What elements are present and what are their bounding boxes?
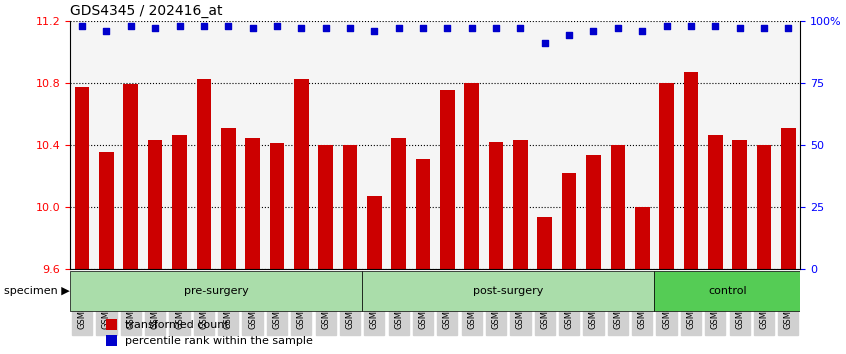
FancyBboxPatch shape [654,271,800,312]
Bar [245,138,260,269]
Point [222,23,235,28]
Point [343,25,357,31]
Bar [464,82,479,269]
Point [319,25,332,31]
Bar [514,140,528,269]
Bar [107,319,118,330]
Point [611,25,624,31]
Point [782,25,795,31]
Point [416,25,430,31]
Point [489,25,503,31]
Text: control: control [708,286,747,296]
Point [684,23,698,28]
Point [514,25,527,31]
Bar [708,135,722,269]
Text: post-surgery: post-surgery [473,286,543,296]
Bar [74,87,90,269]
Point [660,23,673,28]
Bar [318,145,333,269]
Bar [294,80,309,269]
Bar [221,127,235,269]
Text: transformed count: transformed count [124,320,228,330]
Point [197,23,211,28]
Point [148,25,162,31]
Point [635,28,649,33]
Point [465,25,479,31]
Point [587,28,601,33]
Text: GDS4345 / 202416_at: GDS4345 / 202416_at [70,4,222,18]
Text: pre-surgery: pre-surgery [184,286,249,296]
Bar [634,207,650,269]
Bar [440,90,454,269]
Bar [659,82,674,269]
FancyBboxPatch shape [362,271,654,312]
Bar [781,127,795,269]
Point [246,25,260,31]
Bar [537,217,552,269]
Bar [756,145,772,269]
Point [733,25,746,31]
Bar [684,72,698,269]
Bar [107,335,118,346]
Point [270,23,283,28]
Bar [415,159,431,269]
Point [708,23,722,28]
Bar [586,155,601,269]
Point [563,33,576,38]
Bar [270,143,284,269]
Text: percentile rank within the sample: percentile rank within the sample [124,336,312,346]
Point [75,23,89,28]
Point [757,25,771,31]
Bar [611,145,625,269]
Point [441,25,454,31]
Text: specimen ▶: specimen ▶ [4,286,70,296]
Bar [173,135,187,269]
Bar [343,145,357,269]
Point [367,28,381,33]
Point [100,28,113,33]
Bar [562,172,576,269]
Bar [392,138,406,269]
Bar [124,84,138,269]
Point [538,40,552,46]
Point [124,23,138,28]
Bar [99,152,113,269]
FancyBboxPatch shape [70,271,362,312]
Bar [733,140,747,269]
Point [173,23,186,28]
Bar [367,196,382,269]
Bar [196,80,212,269]
Bar [489,142,503,269]
Point [294,25,308,31]
Bar [148,140,162,269]
Point [392,25,405,31]
